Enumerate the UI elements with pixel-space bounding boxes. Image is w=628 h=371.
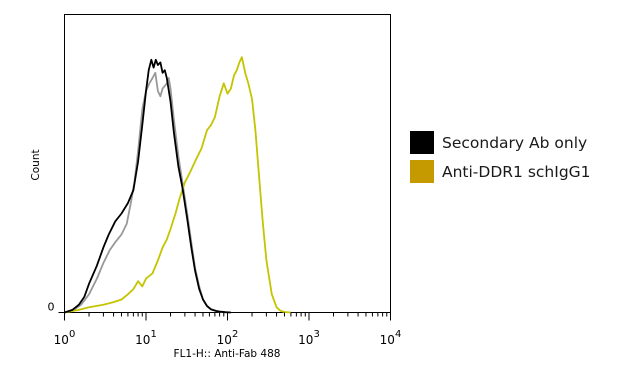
y-axis: 0 <box>48 301 65 314</box>
x-tick-label: 101 <box>135 329 157 347</box>
plot-frame <box>64 14 391 313</box>
x-axis-label: FL1-H:: Anti-Fab 488 <box>174 348 281 360</box>
series-layer <box>64 56 291 314</box>
x-tick-label: 100 <box>54 329 76 347</box>
y-tick-label: 0 <box>48 301 55 314</box>
series-line-0 <box>64 58 231 314</box>
x-tick-label: 104 <box>380 329 402 347</box>
y-axis-label: Count <box>30 149 42 180</box>
series-line-2 <box>64 56 291 314</box>
legend-label: Anti-DDR1 schIgG1 <box>442 162 591 181</box>
legend-label: Secondary Ab only <box>442 133 588 152</box>
legend-item-anti-ddr1: Anti-DDR1 schIgG1 <box>410 157 591 186</box>
x-axis: 100 101 102 103 104 <box>54 312 402 347</box>
legend-swatch-gold <box>410 160 434 183</box>
legend-swatch-black <box>410 131 434 154</box>
x-tick-label: 102 <box>217 329 239 347</box>
legend: Secondary Ab only Anti-DDR1 schIgG1 <box>410 128 591 186</box>
x-tick-label: 103 <box>298 329 320 347</box>
legend-item-secondary: Secondary Ab only <box>410 128 591 157</box>
